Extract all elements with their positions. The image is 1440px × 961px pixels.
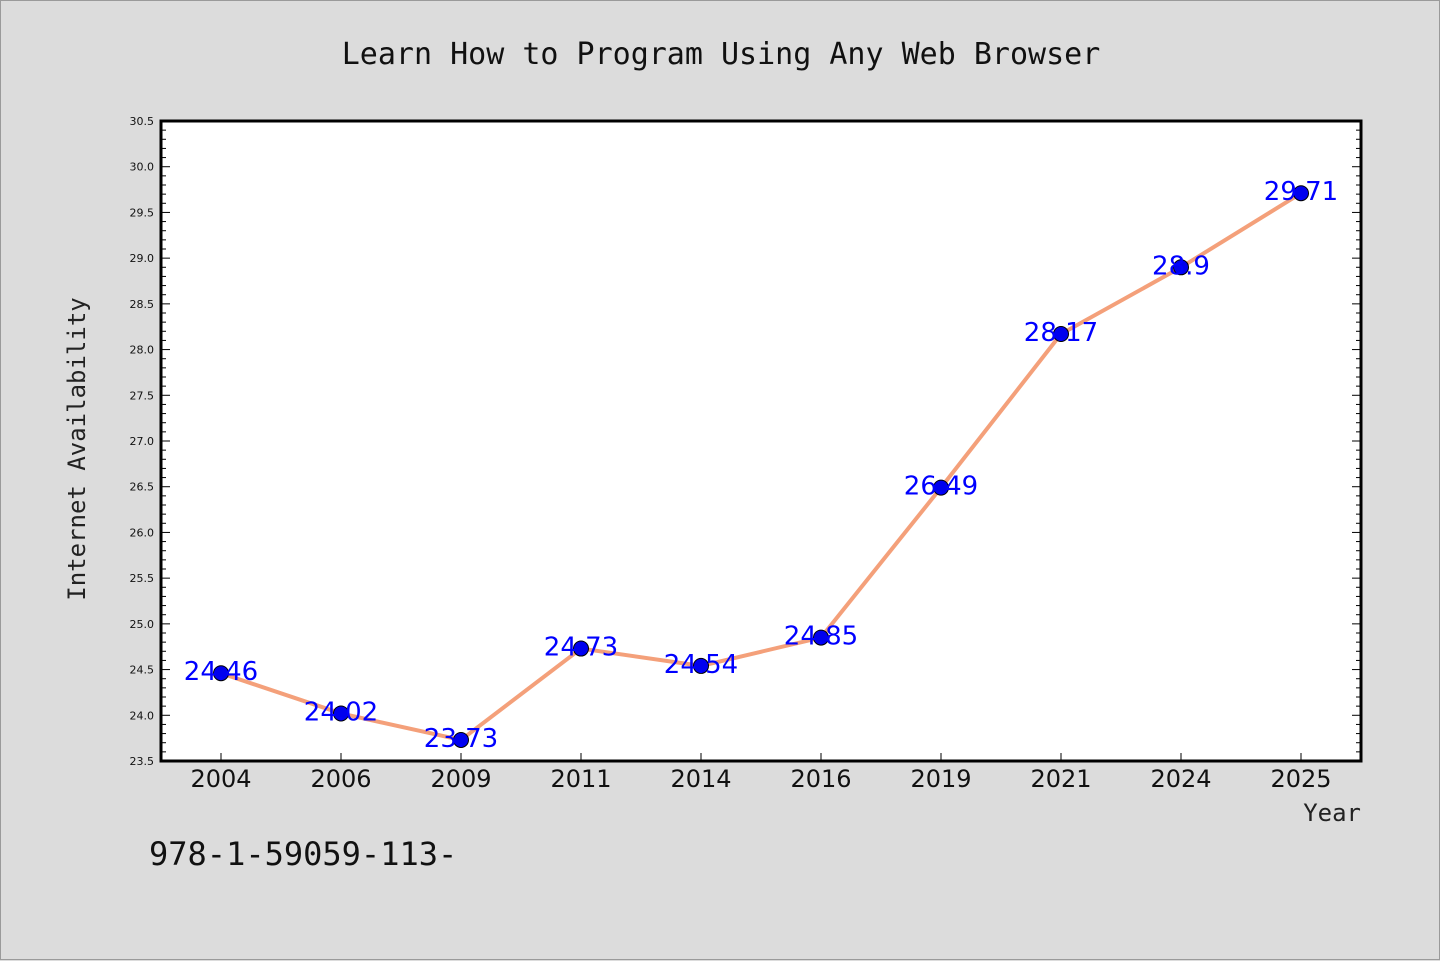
x-tick-label: 2004 xyxy=(190,765,251,793)
data-point xyxy=(573,640,589,657)
plot-area xyxy=(159,119,1363,763)
y-tick-label: 28.0 xyxy=(130,344,155,357)
markers-group xyxy=(213,185,1309,748)
x-tick-label: 2021 xyxy=(1030,765,1091,793)
y-tick-label: 30.5 xyxy=(130,115,155,128)
data-label: 24.85 xyxy=(784,622,858,652)
data-point xyxy=(933,479,949,496)
data-point xyxy=(693,657,709,674)
x-tick-label: 2014 xyxy=(670,765,731,793)
data-labels-group: 24.46 24.02 23.73 24.73 24.54 24.85 26.49 28.17… xyxy=(184,177,1338,754)
y-tick-label: 25.5 xyxy=(130,572,155,585)
y-tick-label: 24.0 xyxy=(130,709,155,722)
data-label: 26.49 xyxy=(904,472,978,502)
data-point xyxy=(1293,185,1309,202)
data-label: 29.71 xyxy=(1264,177,1338,207)
x-tick-label: 2009 xyxy=(430,765,491,793)
series-line-group xyxy=(219,191,1303,742)
y-tick-label: 27.0 xyxy=(130,435,155,448)
data-label: 24.02 xyxy=(304,697,378,727)
footer-code: 978-1-59059-113- xyxy=(149,835,457,873)
data-label: 24.54 xyxy=(664,650,738,680)
data-point xyxy=(333,705,349,722)
x-tick-label: 2024 xyxy=(1150,765,1211,793)
y-tick-label: 28.5 xyxy=(130,298,155,311)
chart-title: Learn How to Program Using Any Web Brows… xyxy=(342,37,1101,72)
y-tick-label: 30.0 xyxy=(130,161,155,174)
y-tick-label: 23.5 xyxy=(130,755,155,768)
y-tick-label: 25.0 xyxy=(130,618,155,631)
y-tick-label: 29.5 xyxy=(130,206,155,219)
data-label: 24.46 xyxy=(184,657,258,687)
data-point xyxy=(213,665,229,682)
x-tick-label: 2011 xyxy=(550,765,611,793)
series-line xyxy=(219,191,1303,742)
data-label: 28.17 xyxy=(1024,318,1098,348)
data-label: 28.9 xyxy=(1152,251,1210,281)
y-tick-label: 26.0 xyxy=(130,526,155,539)
x-tick-label: 2016 xyxy=(790,765,851,793)
x-tick-label: 2019 xyxy=(910,765,971,793)
x-tick-label: 2006 xyxy=(310,765,371,793)
x-axis: 2004 2006 2009 2011 2014 2016 2019 2021 2024 2025 xyxy=(190,753,1332,793)
y-tick-label: 29.0 xyxy=(130,252,155,265)
data-point xyxy=(1053,326,1069,343)
data-point xyxy=(453,731,469,748)
data-point xyxy=(1173,259,1189,276)
y-axis: 23.5 24.0 24.5 25.0 25.5 26.0 26.5 27.0 27.5 28.0… xyxy=(130,115,1361,768)
y-tick-label: 27.5 xyxy=(130,389,155,402)
x-axis-title: Year xyxy=(1303,799,1361,827)
data-label: 23.73 xyxy=(424,724,498,754)
x-tick-label: 2025 xyxy=(1270,765,1331,793)
data-point xyxy=(813,629,829,646)
y-axis-title: Internet Availability xyxy=(63,297,91,600)
y-tick-label: 26.5 xyxy=(130,481,155,494)
y-tick-label: 24.5 xyxy=(130,664,155,677)
data-label: 24.73 xyxy=(544,633,618,663)
